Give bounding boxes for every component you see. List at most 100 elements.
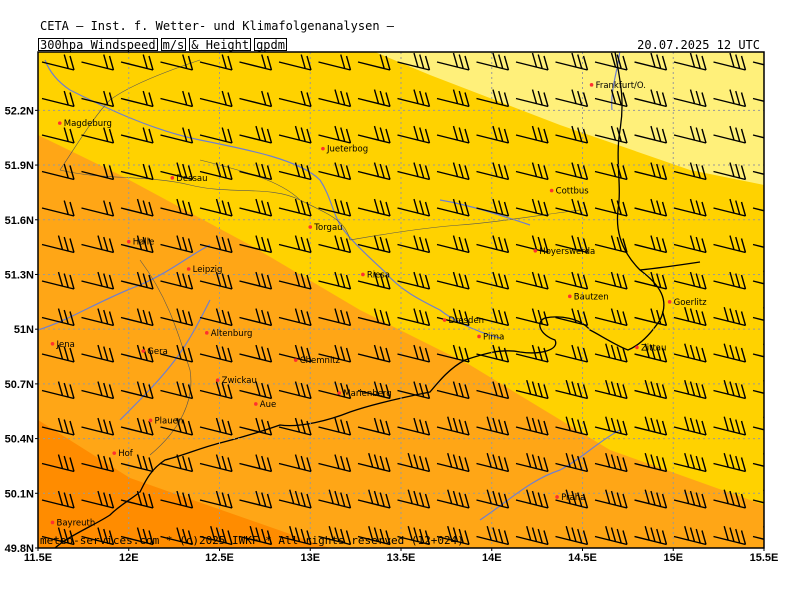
wind-barb bbox=[81, 308, 115, 327]
river-2 bbox=[119, 299, 211, 421]
wind-barb bbox=[318, 198, 352, 217]
wind-barb bbox=[436, 52, 470, 71]
wind-barb bbox=[515, 525, 549, 546]
city-label: Frankfurt/O. bbox=[596, 81, 646, 91]
copyright-footer: meteo-services.com * (c)2025 IWKF * All … bbox=[40, 534, 464, 547]
wind-barb bbox=[713, 416, 747, 436]
wind-barb bbox=[594, 343, 628, 363]
wind-barb bbox=[357, 489, 391, 509]
wind-barb bbox=[357, 125, 391, 144]
city-label: Pirna bbox=[483, 332, 504, 342]
wind-barb bbox=[199, 54, 233, 71]
wind-barb bbox=[436, 162, 470, 181]
city-label: Aue bbox=[260, 400, 276, 410]
wind-barb bbox=[239, 90, 273, 108]
wind-barb bbox=[278, 235, 312, 254]
wind-barb bbox=[476, 198, 510, 217]
city-dot bbox=[442, 318, 447, 322]
wind-barb bbox=[436, 308, 470, 327]
wind-barb bbox=[199, 235, 233, 254]
wind-barb bbox=[515, 271, 549, 290]
wind-barb bbox=[357, 198, 391, 217]
wind-barb bbox=[318, 54, 352, 71]
wind-barb bbox=[476, 381, 510, 400]
city-label: Jena bbox=[56, 340, 75, 350]
wind-barb bbox=[81, 90, 115, 108]
lon-tick-label: 15E bbox=[663, 552, 683, 564]
city-label: Praha bbox=[561, 493, 585, 503]
wind-barb bbox=[81, 127, 115, 144]
wind-barb bbox=[476, 235, 510, 254]
wind-barb bbox=[81, 381, 115, 400]
wind-barb bbox=[120, 381, 154, 400]
wind-barb bbox=[673, 452, 707, 473]
wind-barb bbox=[160, 490, 194, 509]
wind-barb bbox=[120, 198, 154, 217]
river-3 bbox=[611, 52, 621, 111]
wind-barb bbox=[555, 125, 589, 144]
lat-tick-label: 50.7N bbox=[5, 379, 34, 391]
wind-barb bbox=[436, 271, 470, 290]
wind-barb bbox=[278, 162, 312, 181]
wind-barb bbox=[160, 344, 194, 363]
city-dot bbox=[667, 300, 672, 304]
wind-barb bbox=[634, 525, 668, 546]
wind-barb bbox=[397, 452, 431, 473]
wind-barb bbox=[41, 271, 75, 290]
city-dot bbox=[170, 176, 175, 180]
wind-barb bbox=[436, 452, 470, 473]
wind-barb bbox=[160, 90, 194, 108]
city-dot bbox=[126, 239, 131, 244]
wind-barb bbox=[239, 198, 273, 217]
wind-barb bbox=[318, 162, 352, 181]
wind-barb bbox=[41, 163, 75, 181]
wind-barb bbox=[634, 308, 668, 327]
wind-barb bbox=[160, 308, 194, 327]
wind-barb bbox=[278, 525, 312, 546]
product-title: 300hpa Windspeed m/s & Height gpdm bbox=[38, 38, 287, 51]
valid-time: 20.07.2025 12 UTC bbox=[637, 38, 760, 52]
wind-barb bbox=[515, 308, 549, 327]
wind-barb bbox=[81, 454, 115, 473]
city-dot bbox=[204, 331, 209, 335]
wind-barb bbox=[120, 417, 154, 436]
wind-barb bbox=[41, 235, 75, 254]
wind-barb bbox=[81, 271, 115, 290]
wind-barb bbox=[41, 200, 75, 217]
city-dot bbox=[337, 391, 342, 395]
institute-title: CETA – Inst. f. Wetter- und Klimafolgena… bbox=[40, 19, 395, 33]
city-dot bbox=[57, 121, 62, 125]
wind-barb bbox=[713, 525, 747, 546]
wind-barb bbox=[476, 416, 510, 436]
wind-barb bbox=[120, 163, 154, 181]
city-dot bbox=[321, 146, 325, 151]
wind-barb bbox=[199, 90, 233, 108]
city-dot bbox=[549, 188, 554, 193]
city-label: Zittau bbox=[641, 343, 666, 353]
wind-barb bbox=[278, 489, 312, 509]
wind-barb bbox=[318, 308, 352, 327]
wind-barb bbox=[397, 525, 431, 546]
wind-barb bbox=[120, 90, 154, 108]
lat-tick-label: 50.4N bbox=[5, 434, 34, 446]
city-label: Hoyerswerda bbox=[539, 247, 595, 257]
wind-barb bbox=[357, 271, 391, 290]
wind-barb bbox=[673, 52, 707, 71]
wind-barb bbox=[81, 163, 115, 181]
lat-tick-label: 52.2N bbox=[5, 105, 34, 117]
wind-barb bbox=[120, 271, 154, 290]
lon-tick-label: 12E bbox=[119, 552, 139, 564]
wind-barb bbox=[278, 308, 312, 327]
national-border-0 bbox=[54, 52, 665, 548]
wind-barb bbox=[713, 52, 747, 71]
wind-barb bbox=[120, 454, 154, 473]
city-label: Halle bbox=[133, 238, 155, 248]
wind-barb bbox=[41, 417, 75, 436]
wind-barb bbox=[476, 344, 510, 363]
wind-barb bbox=[713, 489, 747, 509]
wind-barb bbox=[436, 235, 470, 254]
wind-barb bbox=[120, 308, 154, 327]
wind-barb bbox=[41, 454, 75, 473]
wind-barb bbox=[436, 489, 470, 509]
wind-barb bbox=[239, 417, 273, 436]
